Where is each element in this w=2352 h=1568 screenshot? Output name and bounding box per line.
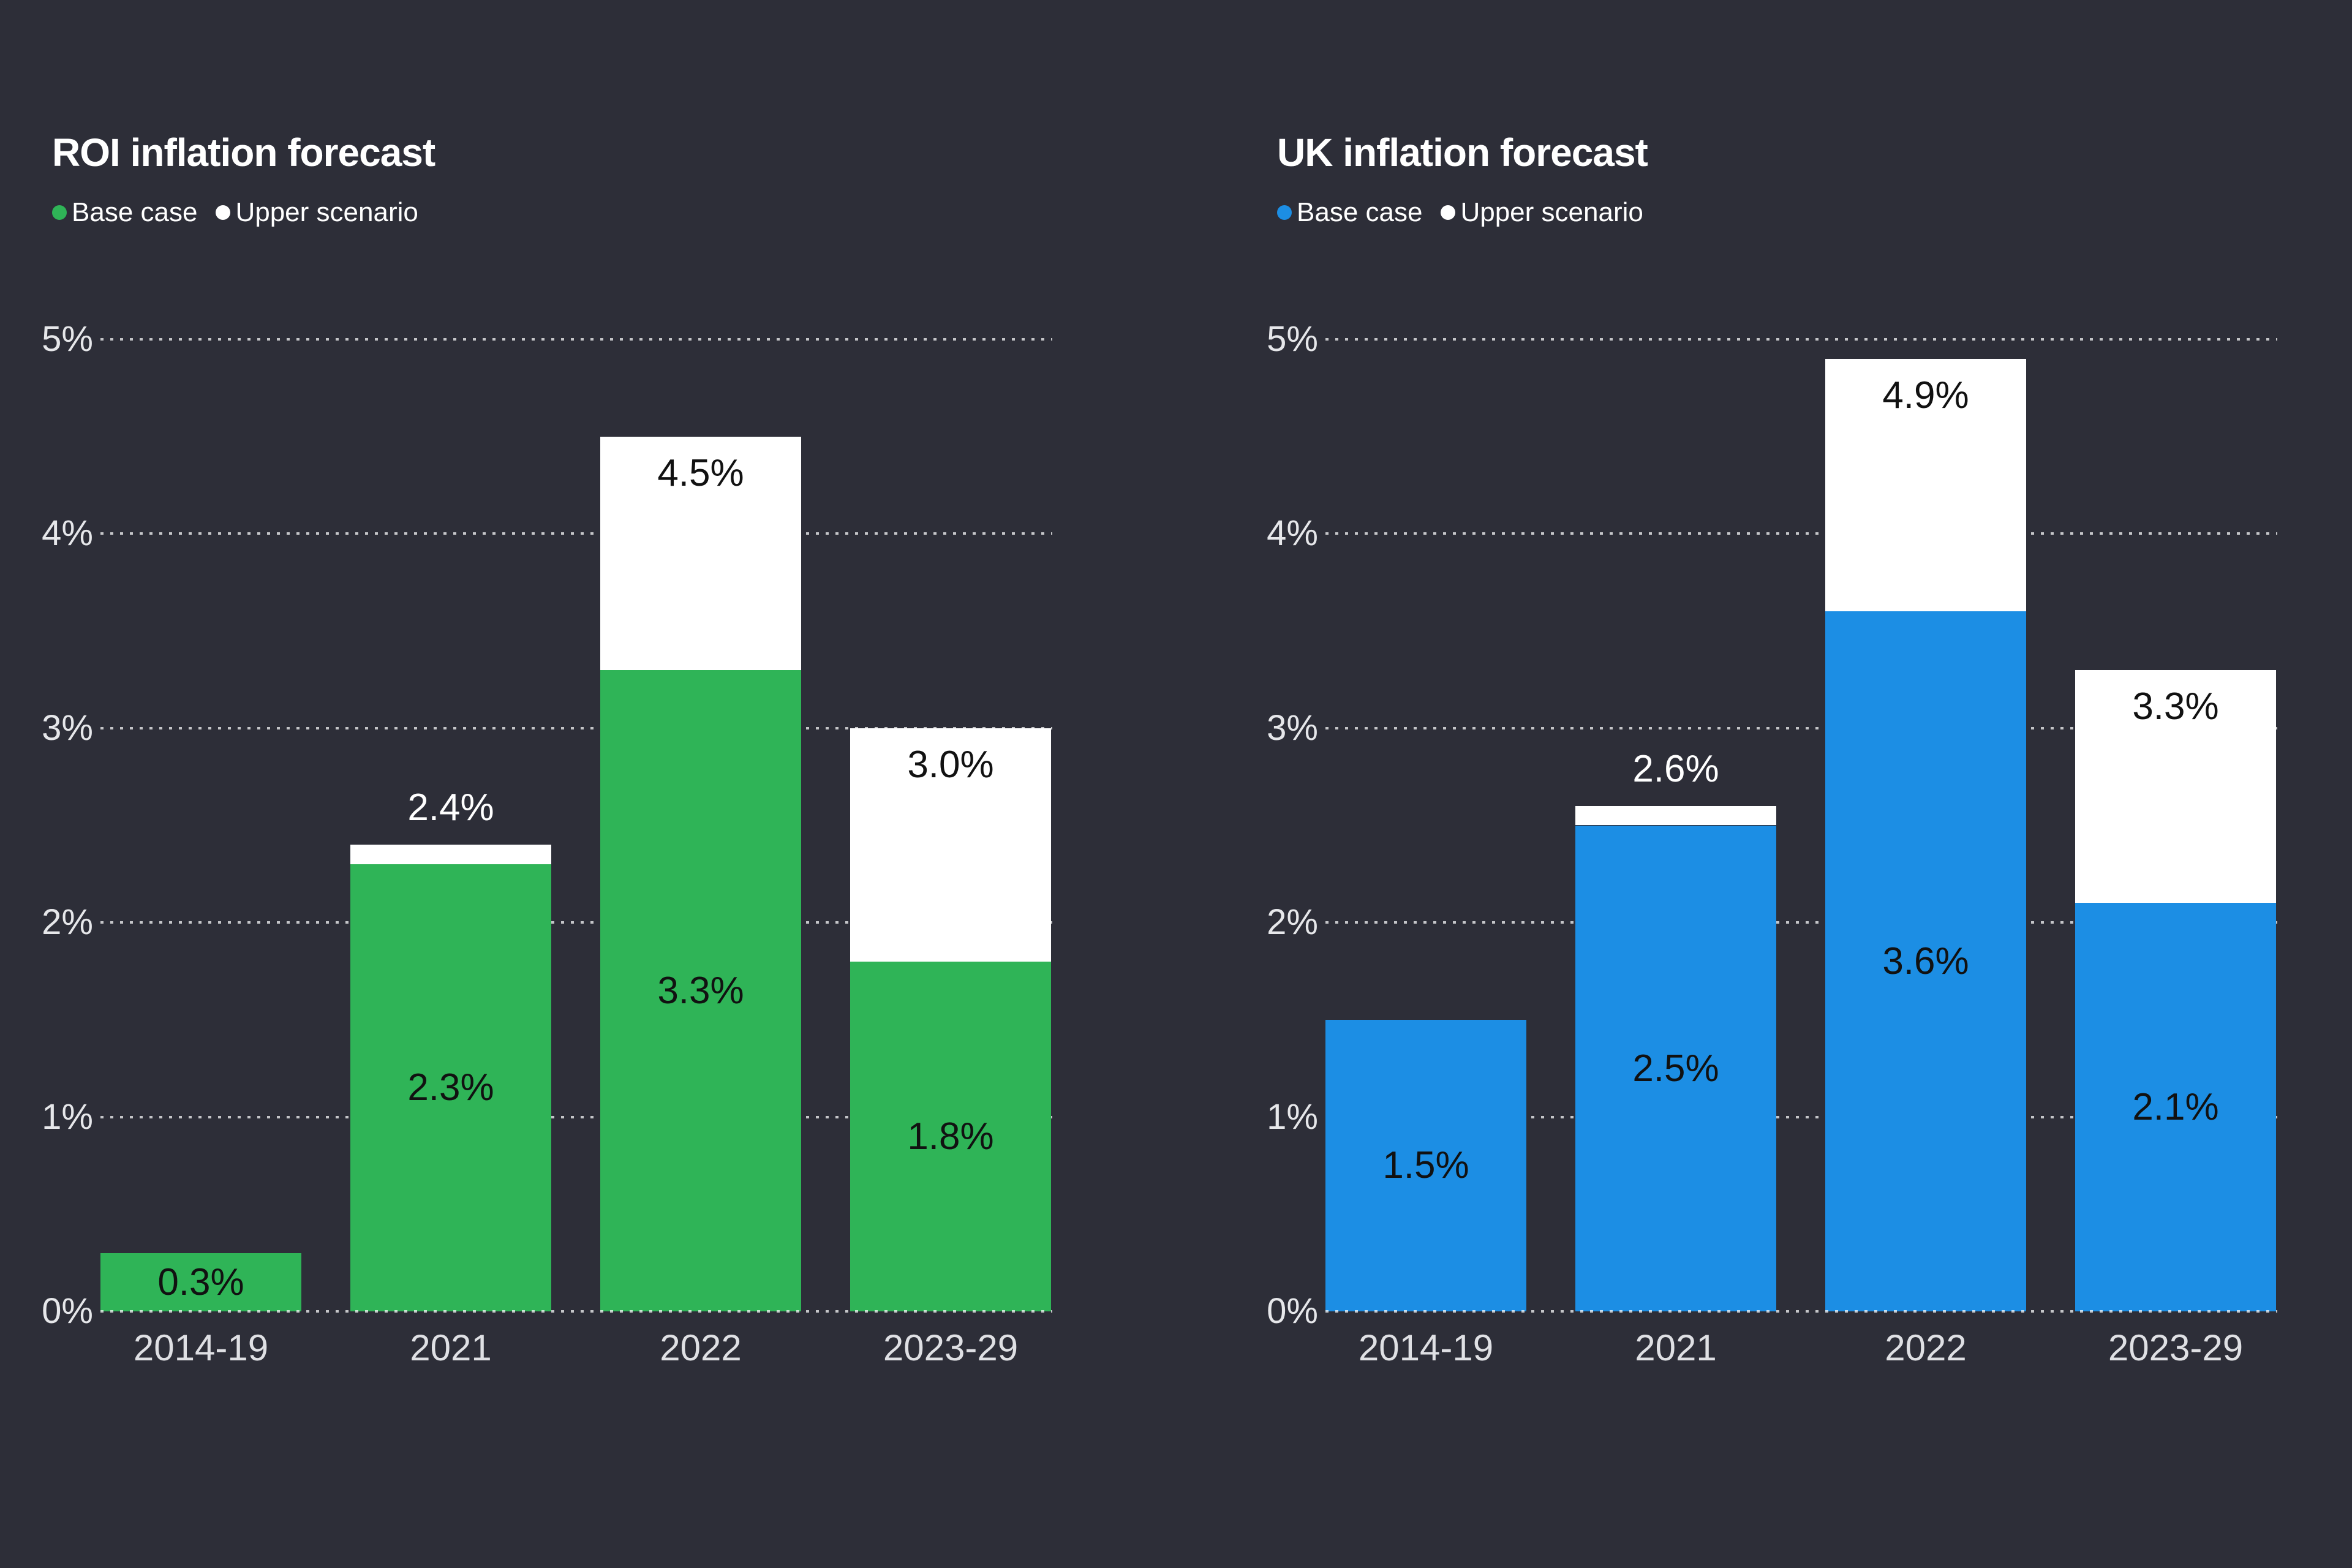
y-tick-label: 0%: [1267, 1291, 1318, 1331]
bar-label-upper: 2.6%: [1632, 747, 1719, 790]
legend-label-upper-scenario: Upper scenario: [1460, 197, 1643, 227]
gridline: [100, 338, 1052, 341]
legend-label-base-case: Base case: [1297, 197, 1423, 227]
x-tick-label: 2022: [1885, 1327, 1967, 1368]
bar-segment-base: [350, 864, 551, 1311]
x-axis-baseline: [100, 1310, 1052, 1313]
x-tick-label: 2014-19: [133, 1327, 269, 1368]
y-tick-label: 4%: [1267, 513, 1318, 554]
gridline: [1325, 1115, 2277, 1118]
legend-dot-base-case-icon: [1277, 205, 1292, 220]
bar-label-base: 3.3%: [657, 969, 744, 1012]
gridline: [1325, 338, 2277, 341]
gridline: [1325, 921, 2277, 924]
gridline: [100, 532, 1052, 535]
bar-segment-base: [1575, 825, 1776, 1311]
plot-area: 0% 1% 2% 3% 4% 5% 0.3% 2014-19 2.3% 2.4% 2021 3.3% 4…: [42, 319, 1052, 1368]
gridline: [1325, 726, 2277, 729]
x-tick-label: 2022: [660, 1327, 742, 1368]
legend-dot-upper-scenario-icon: [1441, 205, 1456, 220]
bar-segment-base: [1325, 1019, 1526, 1311]
y-tick-label: 4%: [42, 513, 93, 554]
x-tick-label: 2021: [1635, 1327, 1717, 1368]
y-tick-label: 1%: [1267, 1096, 1318, 1137]
legend-label-base-case: Base case: [72, 197, 198, 227]
bar-label-upper: 4.9%: [1882, 374, 1969, 417]
bar-segment-upper: [1825, 358, 2026, 612]
bar-segment-upper: [350, 845, 551, 864]
x-tick-label: 2023-29: [2108, 1327, 2244, 1368]
bar-label-base: 2.5%: [1632, 1047, 1719, 1090]
bar-label-base: 0.3%: [157, 1261, 244, 1303]
chart-panel-uk: UK inflation forecast Base case Upper sc…: [1225, 0, 2352, 1568]
chart-panel-roi: ROI inflation forecast Base case Upper s…: [42, 130, 1052, 1368]
gridline: [100, 921, 1052, 924]
legend-item-base-case: Base case: [1277, 197, 1422, 228]
bar-segment-base: [600, 669, 801, 1311]
y-tick-label: 3%: [1267, 707, 1318, 748]
bar-label-base: 3.6%: [1882, 940, 1969, 983]
x-tick-label: 2023-29: [883, 1327, 1019, 1368]
gridline: [100, 726, 1052, 729]
gridline: [1325, 532, 2277, 535]
y-tick-label: 2%: [42, 902, 93, 943]
bar-label-upper: 3.0%: [907, 743, 994, 786]
chart-legend: Base case Upper scenario: [1277, 197, 1643, 228]
bar-segment-base: [1825, 611, 2026, 1311]
gridline: [100, 1115, 1052, 1118]
y-tick-label: 3%: [42, 707, 93, 748]
y-tick-label: 5%: [1267, 319, 1318, 359]
x-axis-baseline: [1325, 1310, 2277, 1313]
x-tick-label: 2014-19: [1358, 1327, 1494, 1368]
legend-item-base-case: Base case: [52, 197, 197, 228]
bar-label-upper: 3.3%: [2132, 685, 2219, 728]
bar-label-base: 2.3%: [407, 1066, 494, 1109]
bar-label-base: 1.5%: [1382, 1144, 1469, 1187]
bar-label-base: 2.1%: [2132, 1086, 2219, 1129]
chart-title: UK inflation forecast: [1277, 130, 1648, 175]
legend-dot-upper-scenario-icon: [216, 205, 231, 220]
bar-label-upper: 4.5%: [657, 451, 744, 494]
chart-title: ROI inflation forecast: [52, 130, 435, 175]
x-tick-label: 2021: [410, 1327, 492, 1368]
legend-label-upper-scenario: Upper scenario: [235, 197, 418, 227]
y-tick-label: 2%: [1267, 902, 1318, 943]
y-tick-label: 0%: [42, 1291, 93, 1331]
bar-label-base: 1.8%: [907, 1115, 994, 1158]
legend-dot-base-case-icon: [52, 205, 67, 220]
y-tick-label: 5%: [42, 319, 93, 359]
legend-item-upper-scenario: Upper scenario: [216, 197, 418, 228]
bar-label-upper: 2.4%: [407, 786, 494, 829]
bar-segment-base: [850, 961, 1051, 1311]
bar-segment-base: [2075, 903, 2276, 1311]
legend-item-upper-scenario: Upper scenario: [1441, 197, 1643, 228]
y-tick-label: 1%: [42, 1096, 93, 1137]
bar-segment-upper: [1575, 805, 1776, 826]
bar-segment-upper: [850, 728, 1051, 962]
bar-segment-upper: [2075, 669, 2276, 903]
bar-segment-upper: [600, 436, 801, 670]
chart-legend: Base case Upper scenario: [52, 197, 418, 228]
bar-segment-base: [100, 1253, 301, 1311]
plot-area: 0% 1% 2% 3% 4% 5% 1.5% 2014-19 2.5% 2.6% 2021 3.6% 4…: [1225, 0, 2352, 1568]
